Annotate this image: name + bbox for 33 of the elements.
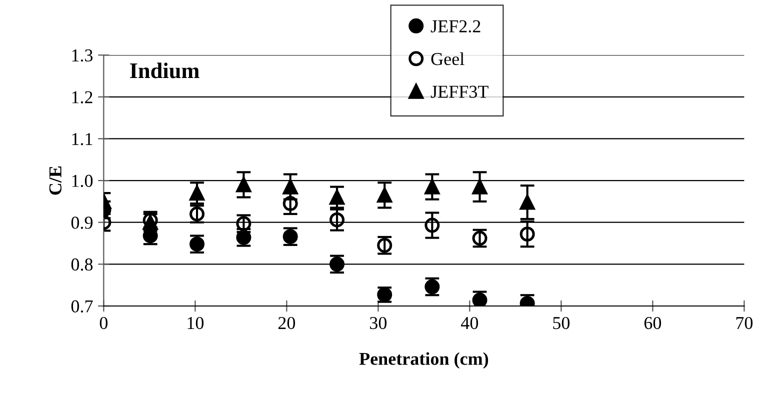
y-tick-label: 1.2 <box>72 91 92 104</box>
y-tick-label: 0.7 <box>71 300 93 313</box>
x-tick-label: 0 <box>100 316 108 330</box>
point <box>520 194 535 210</box>
point <box>282 179 298 194</box>
point <box>330 212 345 228</box>
y-tick-label: 0.9 <box>71 216 93 229</box>
x-tick-label: 10 <box>188 316 204 330</box>
legend-label: JEF2.2 <box>430 20 480 32</box>
y-axis-title: C/E <box>49 166 62 195</box>
y-tick-label: 0.8 <box>71 258 93 271</box>
legend-label: JEFF3T <box>430 86 488 98</box>
point <box>377 188 392 203</box>
point <box>236 177 252 192</box>
point <box>520 226 535 242</box>
x-axis-title: Penetration (cm) <box>359 352 488 369</box>
y-tick-label: 1.1 <box>72 133 92 146</box>
point <box>190 186 205 201</box>
point <box>282 196 298 212</box>
x-tick-label: 40 <box>461 316 478 330</box>
x-tick-label: 70 <box>736 316 753 330</box>
x-tick-label: 60 <box>644 316 662 330</box>
point <box>424 218 440 233</box>
y-tick-label: 1.3 <box>72 49 93 62</box>
x-tick-label: 20 <box>278 316 296 330</box>
legend-label: Geel <box>431 52 464 66</box>
point <box>424 179 440 194</box>
y-tick-label: 1.0 <box>72 174 93 188</box>
point <box>330 190 345 205</box>
chart-title: Indium <box>130 62 200 78</box>
x-tick-label: 50 <box>553 316 570 330</box>
point <box>472 179 488 194</box>
x-tick-label: 30 <box>370 316 387 330</box>
